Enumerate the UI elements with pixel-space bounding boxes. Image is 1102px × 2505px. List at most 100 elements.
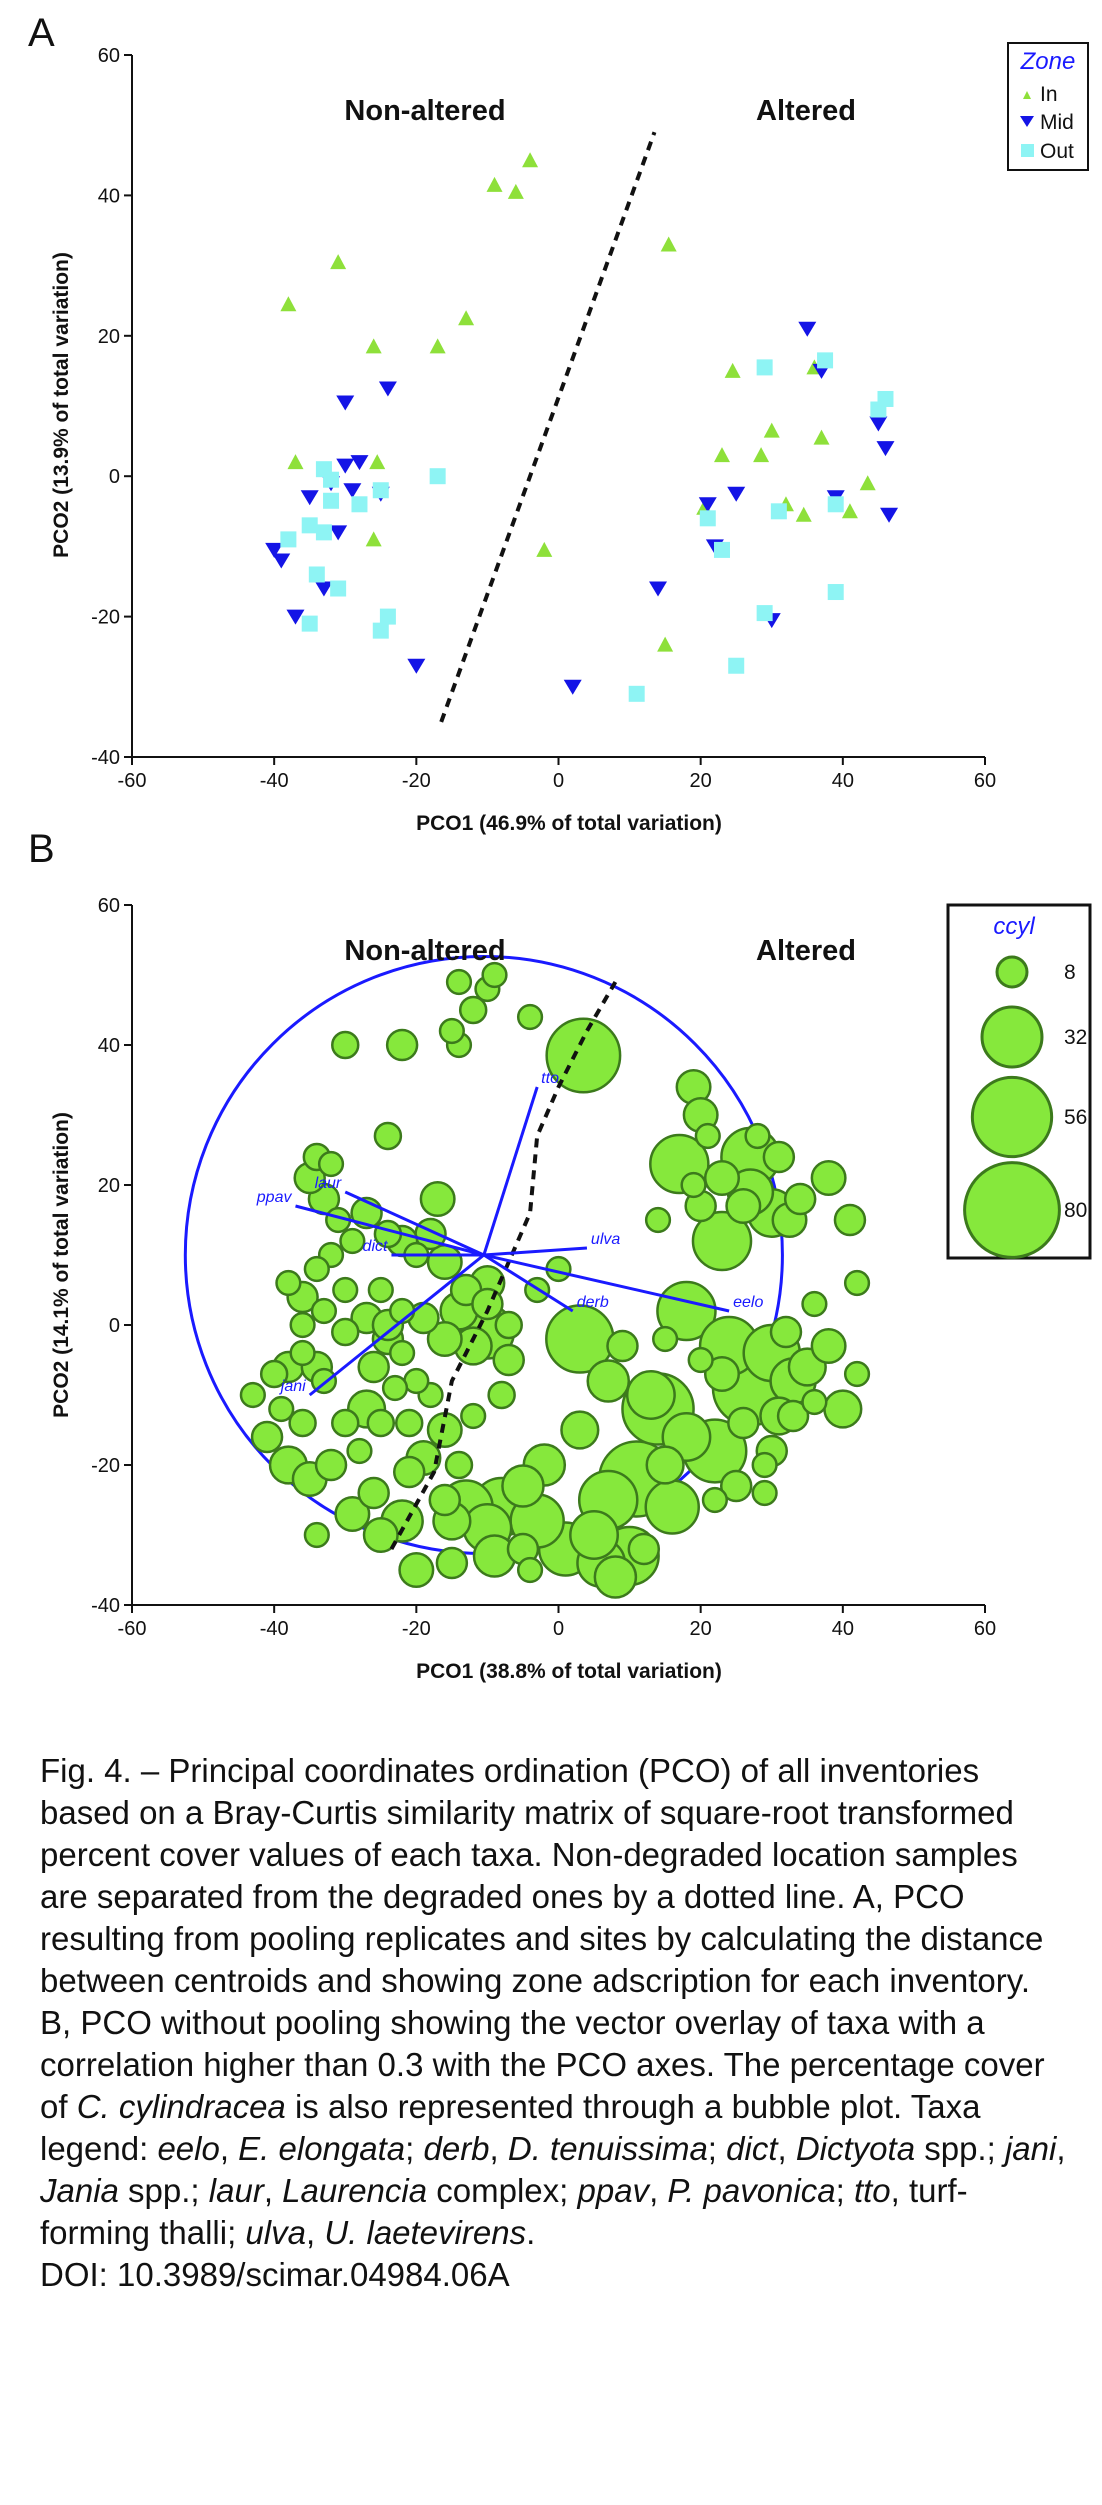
point-out [315,524,332,541]
point-mid [286,609,305,625]
point-in [763,422,780,438]
bubble [701,1486,728,1514]
vector-eelo [483,1253,730,1313]
bubble [652,1325,679,1353]
caption-doi: DOI: 10.3989/scimar.04984.06A [40,2256,510,2293]
caption-text: , [489,2130,508,2167]
point-in [657,636,674,652]
caption-text: complex; [427,2172,578,2209]
bubble [435,1546,469,1580]
bubble [625,1370,676,1420]
bubble [346,1437,373,1465]
x-tick-label-a: -60 [118,770,147,792]
x-axis-title-b: PCO1 (38.8% of total variation) [416,1660,722,1683]
y-tick-label-b: 60 [98,895,120,917]
point-in [330,254,347,270]
bubble [445,968,473,996]
caption-italic-text: dict [726,2130,778,2167]
caption-italic-text: Dictyota [795,2130,916,2167]
bubble [357,1476,390,1510]
x-tick-label-a: 40 [832,770,854,792]
bubble [366,1408,396,1438]
point-mid [314,581,333,597]
bubble-legend: ccyl 8 32 56 80 [946,903,1092,1260]
legend-label-in: In [1040,83,1058,106]
caption-italic-text: jani [1004,2130,1057,2167]
bubble [438,1017,465,1045]
bubble [239,1381,266,1409]
vector-label-laur: laur [315,1175,342,1192]
point-mid [329,525,348,541]
y-tick-label-a: 40 [98,185,120,207]
bubble [569,1510,619,1560]
point-in [813,429,830,445]
bubble [703,1355,741,1393]
x-tick-label-b: 0 [553,1618,564,1640]
bubble [275,1269,302,1297]
x-axis-title-a: PCO1 (46.9% of total variation) [416,812,722,835]
caption-italic-text: Laurencia [282,2172,428,2209]
bubble [428,1483,462,1517]
bubble [458,995,488,1025]
zone-legend: Zone In Mid Out [1007,42,1089,171]
caption-italic-text: derb [423,2130,490,2167]
caption-italic-text: E. elongata [238,2130,406,2167]
bubble [644,1206,672,1234]
point-out [323,492,340,509]
point-out [817,352,834,369]
bubble [426,1411,463,1449]
bubble [545,1017,622,1094]
point-mid [563,679,582,695]
bubble [501,1464,545,1508]
point-out [308,566,325,583]
legend-bubble-56 [970,1075,1054,1159]
point-out [827,584,844,601]
caption-italic-text: ppav [577,2172,650,2209]
point-mid [265,542,284,558]
bubble [259,1359,289,1389]
point-mid [869,416,888,432]
caption-italic-text: P. pavonica [667,2172,836,2209]
figure-caption: Fig. 4. – Principal coordinates ordinati… [40,1750,1070,2296]
bubble [769,1315,803,1349]
point-out [301,517,318,534]
caption-italic-text: ulva [245,2214,306,2251]
point-in [841,503,858,519]
legend-bubble-label-8: 8 [1064,961,1076,984]
point-in [369,454,386,470]
y-tick-label-b: 20 [98,1175,120,1197]
bubble [751,1451,778,1479]
point-mid [407,658,426,674]
bubble [310,1297,338,1325]
x-tick-label-a: 0 [553,770,564,792]
bubble [843,1269,871,1297]
point-out [713,541,730,558]
vector-ppav [295,1204,485,1257]
bubble [460,1402,487,1430]
divider-line-b [389,980,618,1550]
bubble [719,1469,753,1503]
caption-text: , [219,2130,239,2167]
bubble [687,1346,714,1374]
point-out [429,468,446,485]
vector-tto [482,1086,539,1256]
bubble [367,1276,394,1304]
bubble [691,1210,753,1272]
legend-bubble-32 [980,1005,1044,1069]
caption-text: , [777,2130,796,2167]
y-tick-label-a: 0 [109,466,120,488]
point-out [728,657,745,674]
legend-bubble-80 [963,1161,1061,1259]
bubble [357,1350,390,1384]
vector-label-jani: jani [279,1378,306,1395]
caption-text: spp.; [118,2172,209,2209]
vector-derb [483,1253,574,1313]
legend-symbol-in [1023,91,1031,99]
caption-text: , [1056,2130,1066,2167]
bubble [680,1171,707,1199]
legend-symbol-out [1021,144,1034,157]
bubble [751,1479,778,1507]
bubble [627,1532,661,1566]
y-tick-label-a: 60 [98,45,120,67]
bubble [392,1455,426,1489]
